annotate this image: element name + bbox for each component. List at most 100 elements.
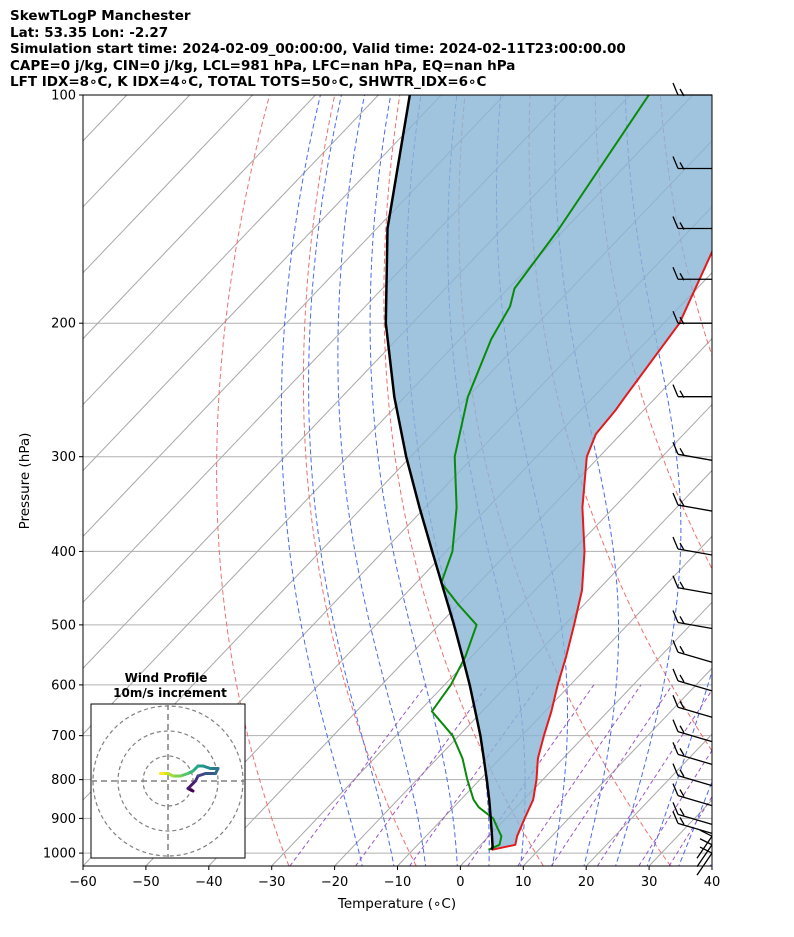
- isotherm-line: [585, 733, 712, 866]
- hodograph-ring: [117, 730, 219, 832]
- wind-barb-flag: [672, 610, 679, 623]
- wind-barbs: [672, 82, 713, 876]
- x-tick-label: 40: [704, 875, 721, 890]
- hodograph-trace: [186, 779, 197, 790]
- x-tick-label: 20: [578, 875, 595, 890]
- wind-barb-flag: [679, 316, 685, 325]
- wind-barb-shaft: [677, 813, 713, 826]
- dry-adiabat: [383, 95, 544, 866]
- cin-shading: [385, 95, 712, 850]
- isotherm-line: [460, 601, 712, 866]
- wind-barb: [696, 829, 713, 859]
- isotherm-line: [83, 95, 316, 340]
- wind-barb-flag: [672, 811, 679, 824]
- wind-barb-flag: [672, 536, 679, 550]
- mixing-ratio-line: [596, 689, 712, 866]
- wind-barb-shaft: [677, 651, 713, 663]
- y-tick-label: 900: [51, 812, 76, 827]
- isotherm-line: [83, 95, 379, 406]
- wind-barb: [672, 742, 713, 765]
- wind-barb-shaft: [696, 852, 713, 876]
- isotherm-line: [334, 469, 712, 866]
- y-tick-label: 1000: [43, 847, 76, 862]
- moist-adiabat: [646, 669, 712, 866]
- wind-barb-flag: [672, 640, 679, 653]
- wind-barb-flag: [679, 498, 685, 507]
- wind-barb-flag: [679, 222, 685, 230]
- wind-barb-flag: [672, 763, 679, 776]
- wind-barb: [672, 668, 713, 692]
- wind-barb-flag: [672, 266, 679, 280]
- wind-barb-shaft: [677, 621, 713, 630]
- time-line: Simulation start time: 2024-02-09_00:00:…: [10, 41, 626, 58]
- wind-barb: [672, 492, 713, 512]
- wind-barb-flag: [672, 216, 679, 229]
- wind-barb-flag: [672, 384, 679, 397]
- y-tick-label: 500: [51, 618, 76, 633]
- isotherm-line: [522, 667, 712, 866]
- x-axis-label: Temperature (∘C): [337, 896, 456, 912]
- wind-barb-flag: [672, 492, 679, 506]
- wind-barb-flag: [672, 442, 679, 455]
- wind-barb: [672, 719, 713, 743]
- wind-barb-shaft: [677, 680, 713, 692]
- wind-barb: [696, 838, 713, 868]
- wind-barb: [672, 763, 713, 787]
- moist-adiabat: [740, 95, 794, 869]
- wind-barb-flag: [699, 829, 713, 837]
- chart-title: SkewTLogP Manchester: [10, 8, 191, 24]
- wind-barb-flag: [699, 846, 713, 854]
- wind-barb: [696, 846, 713, 876]
- wind-barb-flag: [699, 838, 713, 846]
- x-tick-label: 10: [515, 875, 532, 890]
- isotherm-line: [83, 95, 505, 538]
- x-tick-label: −40: [195, 875, 222, 890]
- wind-barb-flag: [672, 742, 679, 755]
- x-tick-label: −50: [132, 875, 159, 890]
- y-tick-label: 800: [51, 773, 76, 788]
- moist-adiabat: [709, 860, 712, 866]
- mixing-ratio-line: [638, 749, 712, 866]
- x-tick-label: −10: [384, 875, 411, 890]
- isotherm-line: [271, 403, 712, 866]
- wind-barb-flag: [679, 616, 685, 624]
- wind-barb-shaft: [677, 774, 713, 787]
- profile-lines: [384, 95, 712, 851]
- wind-barb: [672, 216, 712, 230]
- mixing-ratio-line: [289, 684, 427, 866]
- wind-barb-shaft: [677, 706, 713, 718]
- x-tick-label: −60: [69, 875, 96, 890]
- wind-barb-flag: [679, 817, 685, 825]
- wind-barb-shaft: [677, 794, 713, 807]
- wind-barb-flag: [679, 272, 685, 281]
- temperature-line: [491, 249, 712, 851]
- wind-barb: [672, 610, 713, 630]
- wind-barb-shaft: [677, 753, 713, 765]
- mixing-ratio-line: [355, 684, 489, 866]
- wind-barb: [672, 575, 713, 595]
- moist-adiabat: [308, 95, 395, 866]
- wind-barb-flag: [679, 769, 685, 777]
- hodograph-inset: Wind Profile 10m/s increment: [90, 671, 246, 859]
- wind-barb-flag: [672, 695, 679, 708]
- wind-barb-flag: [679, 700, 685, 709]
- wind-barb-flag: [679, 789, 685, 797]
- wind-barb-shaft: [677, 453, 713, 461]
- wind-barb-shaft: [677, 587, 713, 595]
- x-tick-label: 30: [641, 875, 658, 890]
- parcel-line: [384, 95, 494, 851]
- dry-adiabat: [791, 95, 794, 866]
- wind-barb: [672, 266, 712, 281]
- x-axis-ticks: −60 −50 −40 −30 −20 −10 0 10 20 30 40: [69, 866, 720, 890]
- wind-barb-flag: [679, 447, 685, 456]
- wind-barb: [672, 310, 712, 325]
- wind-barb: [672, 536, 713, 556]
- wind-barb-flag: [672, 783, 679, 796]
- x-tick-label: 0: [456, 875, 464, 890]
- wind-barb-shaft: [677, 731, 713, 743]
- wind-barb: [672, 156, 712, 170]
- wind-barb-flag: [679, 542, 685, 551]
- x-tick-label: −30: [258, 875, 285, 890]
- wind-barb-shaft: [696, 835, 713, 859]
